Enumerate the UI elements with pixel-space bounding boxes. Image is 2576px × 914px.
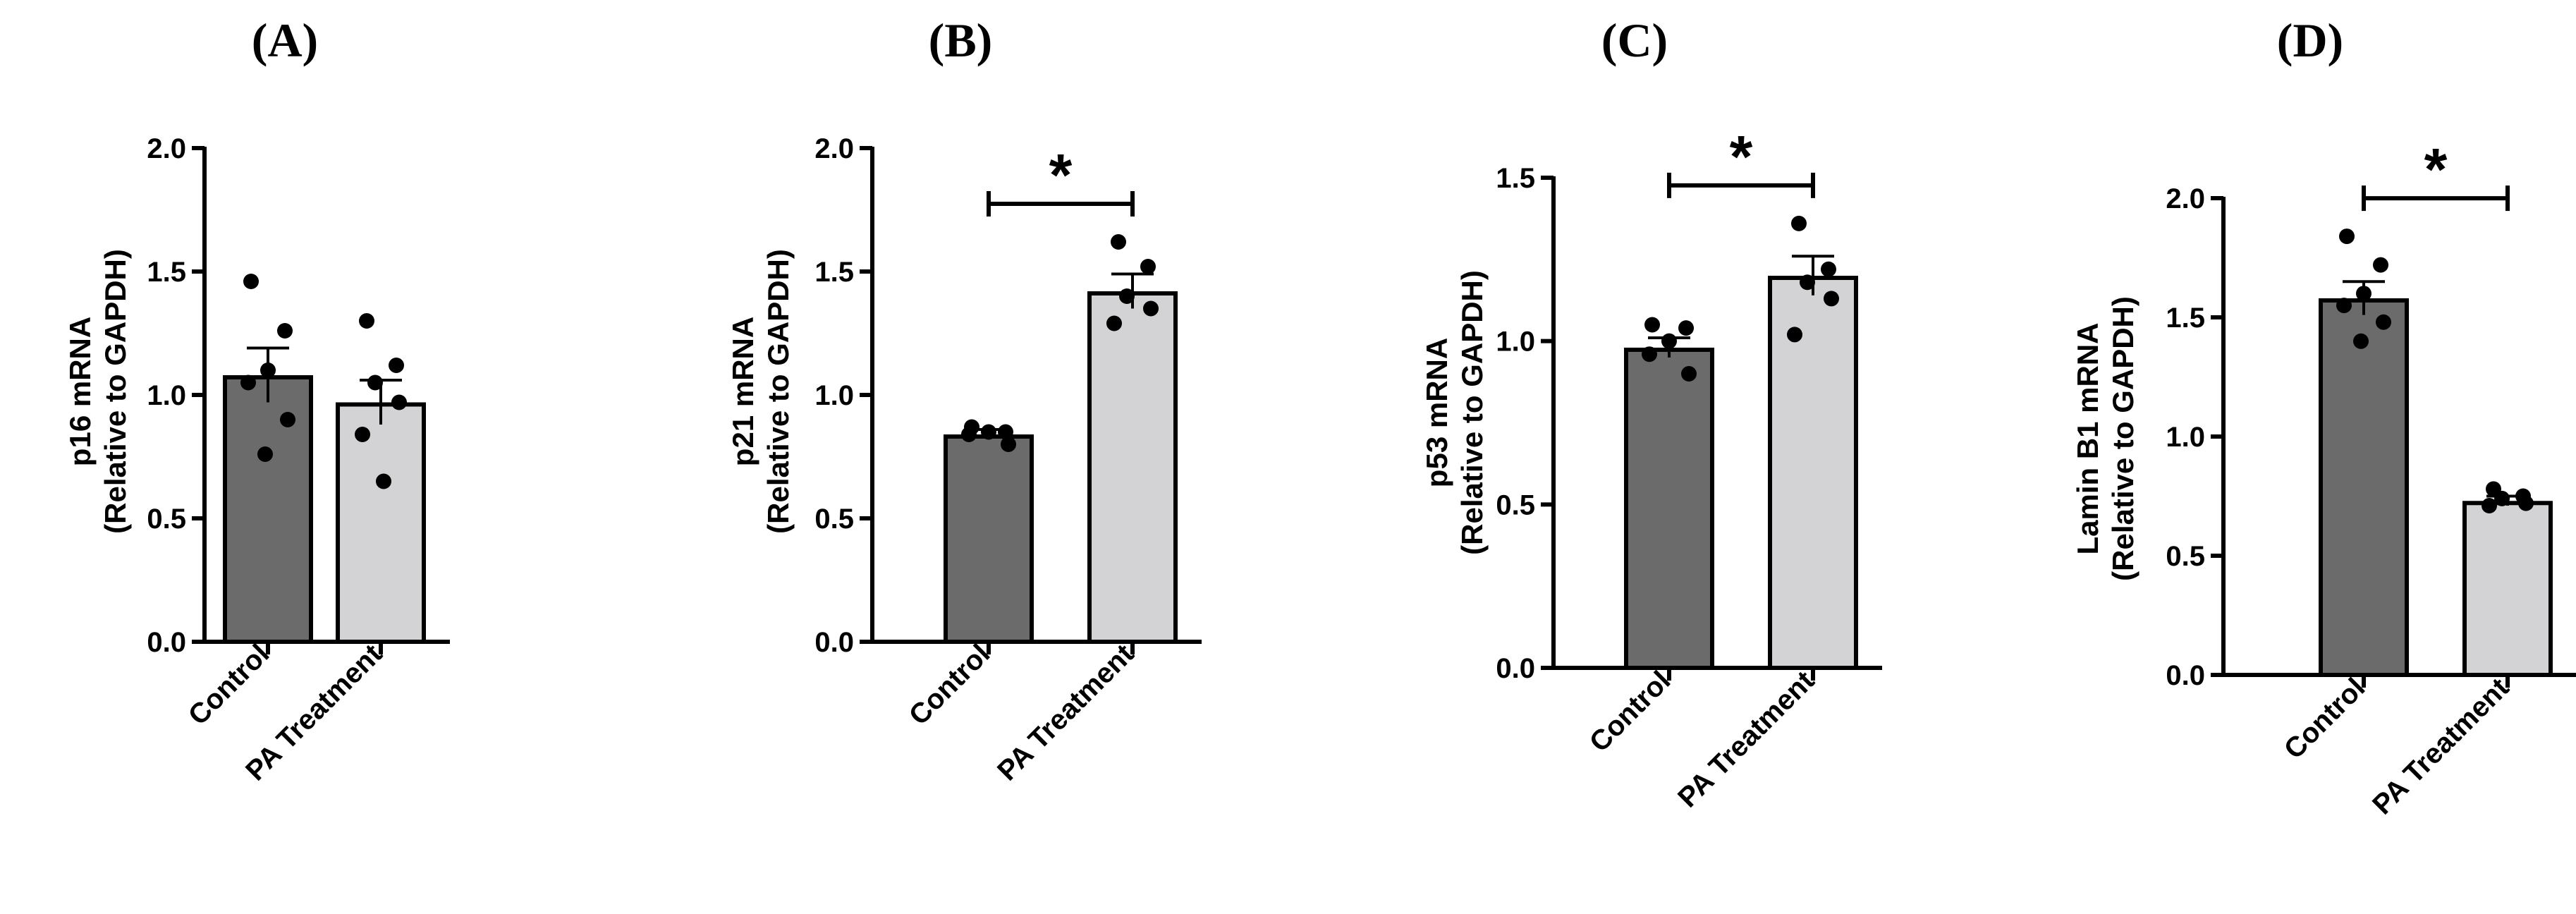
category-label: Control [183,638,276,731]
bar-control [1624,347,1714,670]
data-point [240,374,256,391]
data-point [376,473,391,489]
y-tick-label: 1.0 [2166,422,2205,453]
data-point [1791,215,1807,231]
data-point [2353,333,2369,349]
category-label: PA Treatment [1672,665,1820,813]
data-point [1800,274,1815,291]
y-tick-label: 1.5 [1496,163,1535,194]
significance-star: * [1049,142,1073,208]
data-point [1119,288,1135,304]
data-point [2356,286,2371,302]
bar-control [944,434,1034,644]
data-point [2482,498,2497,514]
data-point [1001,437,1016,452]
y-tick-label: 2.0 [147,133,186,164]
data-point [389,358,404,373]
y-tick-label: 2.0 [814,133,854,164]
y-tick-label: 1.0 [814,380,854,411]
y-tick-label: 2.0 [2166,183,2205,214]
data-point [1787,327,1802,343]
data-point [998,424,1013,440]
y-axis-label-line1: Lamin B1 mRNA [2071,322,2104,554]
category-label: Control [903,638,996,731]
y-axis-label-line2: (Relative to GAPDH) [2106,296,2139,581]
y-tick-label: 1.5 [814,257,854,288]
y-axis-label-line1: p53 mRNA [1420,338,1453,487]
y-axis-label: p53 mRNA(Relative to GAPDH) [1420,270,1489,555]
y-tick-label: 0.5 [814,504,854,535]
data-point [961,427,977,442]
y-axis-label-line2: (Relative to GAPDH) [762,249,795,534]
y-tick-label: 0.0 [1496,653,1535,684]
y-axis-label-line1: p21 mRNA [726,317,759,466]
bar-pa-treatment [2462,501,2553,678]
bar-control [223,375,313,644]
data-point [2376,314,2391,330]
y-axis-label: Lamin B1 mRNA(Relative to GAPDH) [2071,296,2139,581]
significance-star: * [2424,136,2448,202]
category-label: PA Treatment [2367,672,2515,820]
data-point [2518,495,2534,511]
data-point [981,424,996,440]
y-axis-label-line2: (Relative to GAPDH) [1455,270,1489,555]
y-tick-label: 0.5 [147,504,186,535]
bar-control [2319,298,2409,677]
data-point [359,313,374,329]
data-point [1111,234,1126,250]
panel-title: (C) [1601,13,1668,67]
y-tick-label: 0.0 [147,627,186,658]
data-point [1824,291,1839,307]
data-point [280,412,295,427]
panel-title: (D) [2277,13,2343,67]
y-tick-label: 0.5 [1496,489,1535,520]
y-tick-label: 1.5 [147,257,186,288]
data-point [243,274,259,289]
panel-d: (D) Lamin B1 mRNA(Relative to GAPDH) 0.0 0.… [2071,13,2576,821]
data-point [1143,300,1159,317]
data-point [355,427,370,442]
data-point [2339,228,2355,245]
data-point [1642,346,1657,362]
y-tick-label: 0.0 [2166,660,2205,691]
bar-pa-treatment [1087,291,1178,644]
data-point [1681,366,1697,382]
panel-b: (B) p21 mRNA(Relative to GAPDH) 0.0 0.5 1.0 1… [726,13,1202,787]
bar-pa-treatment [1768,276,1858,670]
panel-title: (B) [929,13,993,67]
data-point [2373,257,2388,273]
data-point [1140,259,1156,274]
y-tick-label: 1.5 [2166,303,2205,334]
data-point [1678,320,1694,336]
y-axis-label: p16 mRNA(Relative to GAPDH) [63,249,132,534]
significance-star: * [1730,123,1753,190]
panel-title: (A) [252,13,318,67]
bar-pa-treatment [336,402,426,644]
data-point [257,446,273,462]
data-point [367,374,383,391]
category-label: Control [2278,672,2371,765]
y-axis-label-line2: (Relative to GAPDH) [99,249,132,534]
data-point [260,362,276,378]
data-point [277,323,293,339]
y-tick-label: 0.0 [814,627,854,658]
y-axis-label-line1: p16 mRNA [63,317,97,466]
data-point [391,394,407,410]
panel-c: (C) p53 mRNA(Relative to GAPDH) 0.0 0.5 1.0 1… [1420,13,1882,814]
data-point [1106,315,1122,331]
data-point [1661,333,1677,349]
category-label: PA Treatment [991,638,1140,786]
data-point [2336,298,2352,314]
y-tick-label: 1.0 [1496,327,1535,358]
panel-a: (A) p16 mRNA(Relative to GAPDH) 0.0 0.5 1.0 1… [63,13,450,787]
y-axis-label: p21 mRNA(Relative to GAPDH) [726,249,795,534]
category-label: Control [1584,665,1677,758]
data-point [2494,490,2510,506]
y-tick-label: 1.0 [147,380,186,411]
data-point [1821,261,1836,277]
data-point [1644,317,1660,333]
y-tick-label: 0.5 [2166,541,2205,572]
